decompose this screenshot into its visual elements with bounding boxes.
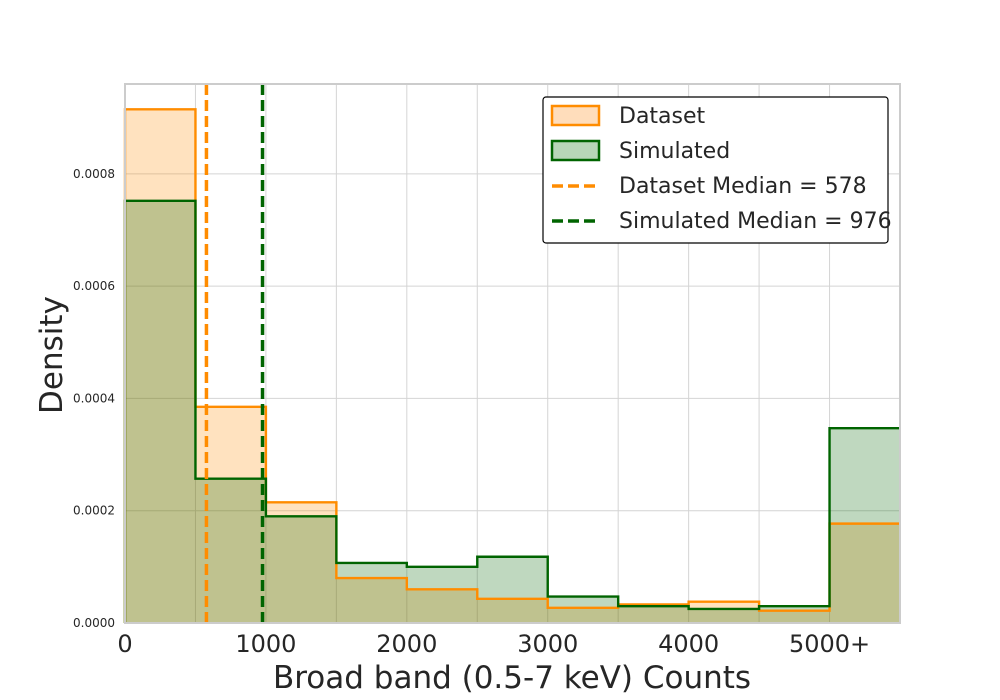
legend-label-dataset: Dataset (619, 104, 706, 129)
bar-dataset-4 (406, 589, 478, 623)
bar-simulated-6 (547, 596, 619, 623)
x-tick-label: 1000 (235, 630, 296, 658)
bar-dataset-2 (265, 502, 337, 623)
y-tick-label: 0.0002 (73, 504, 115, 518)
y-tick-label: 0.0004 (73, 391, 115, 405)
bar-dataset-10 (829, 523, 900, 623)
bar-simulated-7 (618, 606, 689, 623)
step-outline-dataset (123, 108, 900, 623)
bar-simulated-9 (759, 606, 830, 623)
legend-label-dataset-median: Dataset Median = 578 (619, 174, 867, 199)
x-tick-label: 0 (117, 630, 132, 658)
bar-simulated-3 (336, 562, 407, 623)
y-axis-label: Density (34, 296, 70, 414)
step-outline-simulated (123, 199, 900, 623)
x-tick-label: 5000+ (789, 630, 870, 658)
bar-dataset-8 (688, 601, 760, 623)
x-tick-label: 4000 (658, 630, 719, 658)
plot-frame (124, 83, 901, 624)
y-tick-label: 0.0000 (73, 616, 115, 630)
bar-simulated-2 (265, 516, 337, 623)
bar-simulated-8 (688, 608, 760, 623)
legend: Dataset Simulated Dataset Median = 578 S… (542, 96, 892, 244)
bar-simulated-0 (125, 200, 196, 624)
y-tick-label: 0.0006 (73, 279, 115, 293)
legend-box (542, 96, 889, 244)
median-lines (204, 84, 265, 623)
legend-label-simulated-median: Simulated Median = 976 (619, 209, 892, 234)
bar-simulated-5 (477, 556, 548, 623)
x-tick-label: 3000 (517, 630, 578, 658)
histogram-outlines (123, 108, 900, 623)
bar-simulated-4 (406, 566, 478, 623)
x-tick-label: 2000 (376, 630, 437, 658)
y-tick-label: 0.0008 (73, 167, 115, 181)
legend-swatch-dataset (550, 104, 601, 127)
y-axis-ticks: 0.0000 0.0002 0.0004 0.0006 0.0008 (73, 167, 115, 630)
bar-dataset-7 (618, 604, 689, 623)
x-axis-label: Broad band (0.5-7 keV) Counts (273, 660, 751, 696)
bar-dataset-9 (759, 610, 830, 623)
bar-dataset-6 (547, 607, 619, 623)
legend-swatch-simulated (550, 139, 601, 162)
bar-simulated-10 (829, 428, 900, 623)
x-axis-ticks: 0 1000 2000 3000 4000 5000+ (117, 630, 870, 658)
bar-dataset-5 (477, 598, 548, 623)
legend-label-simulated: Simulated (619, 139, 730, 164)
bar-dataset-0 (125, 109, 196, 623)
histogram-bars (125, 109, 900, 624)
bar-dataset-3 (336, 578, 407, 623)
